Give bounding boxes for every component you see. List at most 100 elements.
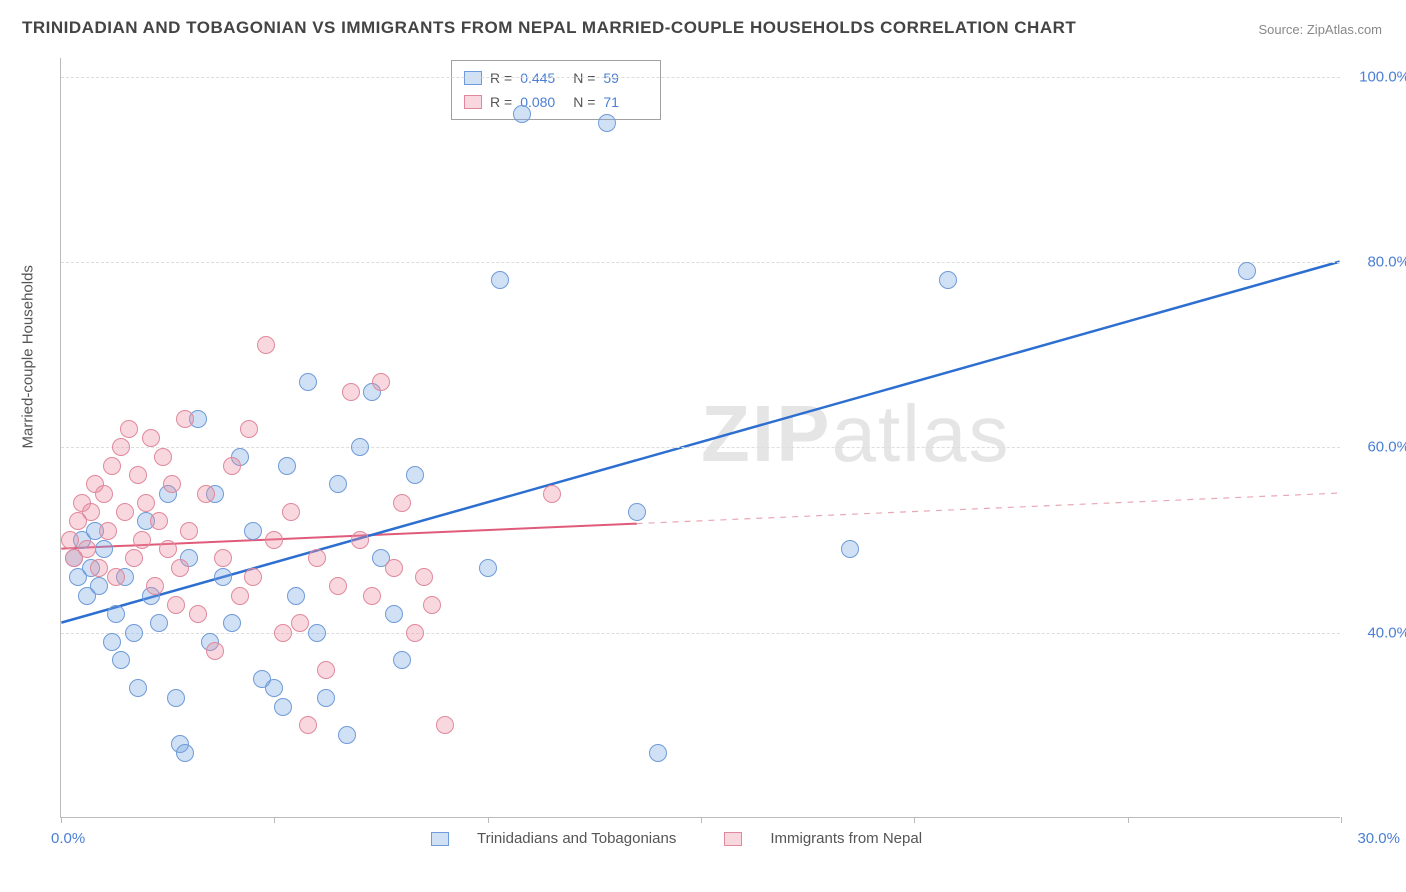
swatch-pink [724, 832, 742, 846]
scatter-point [142, 429, 160, 447]
scatter-point [240, 420, 258, 438]
legend-row-1: R = 0.445 N = 59 [464, 66, 648, 90]
scatter-point [133, 531, 151, 549]
scatter-point [308, 549, 326, 567]
y-tick-label: 100.0% [1359, 68, 1406, 85]
scatter-point [112, 651, 130, 669]
scatter-point [479, 559, 497, 577]
source-label: Source: ZipAtlas.com [1258, 22, 1382, 37]
scatter-point [363, 587, 381, 605]
n-value-2: 71 [603, 94, 648, 110]
scatter-point [197, 485, 215, 503]
scatter-point [385, 605, 403, 623]
scatter-point [351, 531, 369, 549]
y-tick-label: 40.0% [1367, 624, 1406, 641]
x-tick [701, 817, 702, 823]
scatter-point [265, 679, 283, 697]
scatter-point [841, 540, 859, 558]
n-value-1: 59 [603, 70, 648, 86]
scatter-point [103, 457, 121, 475]
scatter-point [308, 624, 326, 642]
scatter-point [61, 531, 79, 549]
scatter-point [628, 503, 646, 521]
scatter-point [107, 568, 125, 586]
x-tick [274, 817, 275, 823]
scatter-point [436, 716, 454, 734]
n-label: N = [573, 94, 595, 110]
scatter-point [99, 522, 117, 540]
scatter-point [176, 744, 194, 762]
x-tick [61, 817, 62, 823]
scatter-point [329, 577, 347, 595]
scatter-point [90, 559, 108, 577]
scatter-point [244, 522, 262, 540]
scatter-point [163, 475, 181, 493]
x-tick-last: 30.0% [1357, 830, 1400, 847]
scatter-point [150, 512, 168, 530]
x-tick [914, 817, 915, 823]
scatter-point [939, 271, 957, 289]
scatter-point [171, 559, 189, 577]
scatter-point [95, 540, 113, 558]
scatter-point [274, 698, 292, 716]
scatter-point [146, 577, 164, 595]
scatter-point [214, 568, 232, 586]
scatter-point [649, 744, 667, 762]
chart-title: TRINIDADIAN AND TOBAGONIAN VS IMMIGRANTS… [22, 18, 1076, 38]
scatter-point [137, 494, 155, 512]
gridline [61, 633, 1340, 634]
scatter-point [167, 689, 185, 707]
scatter-point [1238, 262, 1256, 280]
scatter-point [112, 438, 130, 456]
scatter-point [351, 438, 369, 456]
scatter-point [129, 679, 147, 697]
scatter-point [223, 457, 241, 475]
scatter-point [406, 624, 424, 642]
scatter-point [214, 549, 232, 567]
swatch-blue [431, 832, 449, 846]
trend-lines [61, 58, 1340, 817]
r-value-1: 0.445 [520, 70, 565, 86]
gridline [61, 262, 1340, 263]
scatter-point [244, 568, 262, 586]
swatch-blue [464, 71, 482, 85]
scatter-point [291, 614, 309, 632]
scatter-point [317, 661, 335, 679]
plot-area: ZIPatlas R = 0.445 N = 59 R = 0.080 N = … [60, 58, 1340, 818]
scatter-point [107, 605, 125, 623]
scatter-point [125, 624, 143, 642]
scatter-point [274, 624, 292, 642]
x-tick [1341, 817, 1342, 823]
scatter-point [338, 726, 356, 744]
gridline [61, 77, 1340, 78]
scatter-point [116, 503, 134, 521]
scatter-point [299, 716, 317, 734]
scatter-point [90, 577, 108, 595]
scatter-point [372, 373, 390, 391]
n-label: N = [573, 70, 595, 86]
scatter-point [82, 503, 100, 521]
legend-label-1: Trinidadians and Tobagonians [477, 830, 676, 847]
scatter-point [423, 596, 441, 614]
scatter-point [513, 105, 531, 123]
scatter-point [598, 114, 616, 132]
scatter-point [329, 475, 347, 493]
legend-row-2: R = 0.080 N = 71 [464, 90, 648, 114]
scatter-point [206, 642, 224, 660]
legend-label-2: Immigrants from Nepal [770, 830, 922, 847]
x-tick-first: 0.0% [51, 830, 85, 847]
scatter-point [103, 633, 121, 651]
scatter-point [180, 522, 198, 540]
scatter-point [129, 466, 147, 484]
scatter-point [150, 614, 168, 632]
scatter-point [159, 540, 177, 558]
correlation-legend: R = 0.445 N = 59 R = 0.080 N = 71 [451, 60, 661, 120]
y-tick-label: 80.0% [1367, 253, 1406, 270]
scatter-point [299, 373, 317, 391]
scatter-point [278, 457, 296, 475]
x-tick [1128, 817, 1129, 823]
scatter-point [406, 466, 424, 484]
scatter-point [120, 420, 138, 438]
scatter-point [282, 503, 300, 521]
y-tick-label: 60.0% [1367, 439, 1406, 456]
